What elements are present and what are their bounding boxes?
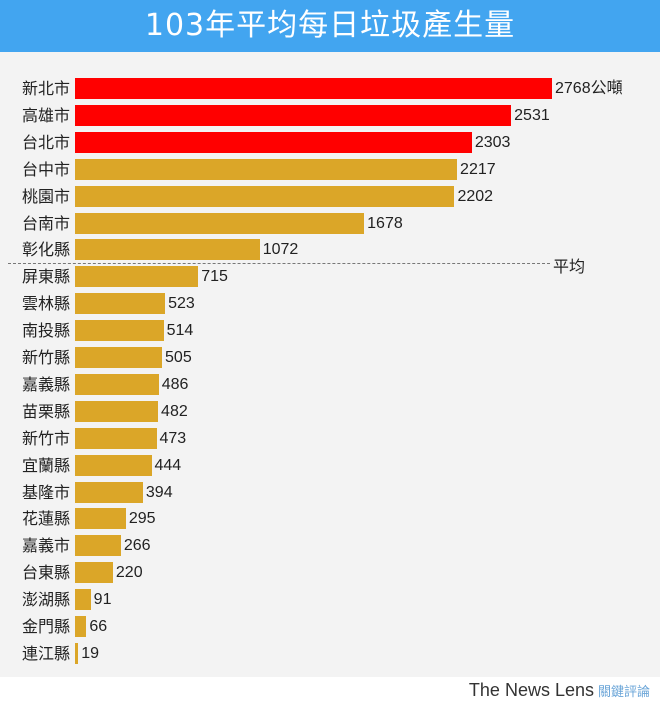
bar-row: 台北市 2303 xyxy=(0,131,660,153)
bar xyxy=(75,535,121,557)
bar xyxy=(75,212,365,234)
bar xyxy=(75,266,199,288)
chart-title: 103年平均每日垃圾產生量 xyxy=(0,0,660,52)
value-label: 394 xyxy=(145,483,173,501)
bar-row: 新竹縣 505 xyxy=(0,347,660,368)
bar xyxy=(75,293,166,315)
category-label: 連江縣 xyxy=(21,643,70,663)
bar-row: 花蓮縣 295 xyxy=(0,508,660,530)
value-label: 482 xyxy=(161,402,188,420)
bar-row: 苗栗縣 482 xyxy=(0,400,660,422)
category-label: 基隆市 xyxy=(21,482,70,502)
bar xyxy=(75,347,163,368)
value-label: 2303 xyxy=(474,133,511,151)
category-label: 台中市 xyxy=(21,159,70,179)
value-label: 514 xyxy=(166,322,194,340)
bar-row: 基隆市 394 xyxy=(0,481,660,503)
category-label: 新竹市 xyxy=(21,428,70,448)
value-label: 1678 xyxy=(367,214,403,232)
bar xyxy=(75,131,472,153)
bar-row: 宜蘭縣 444 xyxy=(0,454,660,476)
bar xyxy=(75,104,512,126)
value-label: 473 xyxy=(159,429,187,447)
bar xyxy=(75,562,113,584)
bar xyxy=(75,373,159,395)
value-label: 91 xyxy=(93,591,112,609)
bar-row: 南投縣 514 xyxy=(0,320,660,342)
bar-row: 桃園市 2202 xyxy=(0,185,660,207)
bar xyxy=(75,508,126,530)
bar-row: 嘉義市 266 xyxy=(0,535,660,557)
category-label: 南投縣 xyxy=(21,321,70,341)
bar-row: 台南市 1678 xyxy=(0,212,660,234)
bar-row: 嘉義縣 486 xyxy=(0,373,660,395)
value-label: 66 xyxy=(89,618,108,635)
bar xyxy=(75,481,143,503)
category-label: 桃園市 xyxy=(21,186,70,206)
bar xyxy=(75,320,164,342)
category-label: 屏東縣 xyxy=(21,267,70,287)
bar-row: 金門縣 66 xyxy=(0,616,660,637)
category-label: 高雄市 xyxy=(21,105,70,125)
category-label: 金門縣 xyxy=(21,617,70,636)
category-label: 宜蘭縣 xyxy=(21,455,70,475)
bar xyxy=(75,454,152,476)
bar-row: 台中市 2217 xyxy=(0,158,660,180)
category-label: 嘉義縣 xyxy=(21,374,70,394)
bar-row: 雲林縣 523 xyxy=(0,293,660,315)
value-label: 523 xyxy=(168,295,195,313)
bar xyxy=(75,427,157,449)
value-label: 444 xyxy=(154,456,182,474)
value-label: 2202 xyxy=(457,187,494,205)
bar xyxy=(75,589,91,611)
bar-row: 澎湖縣 91 xyxy=(0,589,660,611)
average-dashed-line xyxy=(8,263,550,264)
brand-name: The News Lens xyxy=(468,680,594,700)
category-label: 花蓮縣 xyxy=(21,509,70,529)
category-label: 台北市 xyxy=(21,132,70,152)
brand-name-cn: 關鍵評論 xyxy=(597,684,650,699)
category-label: 台東縣 xyxy=(21,563,70,583)
bar-row: 彰化縣 1072 xyxy=(0,239,660,261)
value-label: 486 xyxy=(161,375,189,393)
category-label: 台南市 xyxy=(21,213,70,233)
bar xyxy=(75,78,552,99)
category-label: 澎湖縣 xyxy=(21,590,70,610)
bar-row: 屏東縣 715 xyxy=(0,266,660,288)
bar-row: 台東縣 220 xyxy=(0,562,660,584)
value-label: 266 xyxy=(123,537,151,555)
category-label: 苗栗縣 xyxy=(21,401,70,421)
value-label: 220 xyxy=(115,564,143,582)
bar-row: 高雄市 2531 xyxy=(0,104,660,126)
value-label: 19 xyxy=(81,644,100,662)
bar xyxy=(75,239,260,261)
average-label: 平均 xyxy=(553,257,586,276)
bar xyxy=(75,400,159,422)
footer-brand: The News Lens 關鍵評論 xyxy=(469,680,650,701)
category-label: 彰化縣 xyxy=(21,240,70,260)
category-label: 嘉義市 xyxy=(21,536,70,556)
value-label: 715 xyxy=(201,268,228,286)
category-label: 雲林縣 xyxy=(21,294,70,314)
value-label: 2531 xyxy=(514,106,550,124)
value-label: 1072 xyxy=(262,241,299,259)
category-label: 新北市 xyxy=(21,79,70,98)
value-label: 295 xyxy=(128,510,156,528)
value-label: 505 xyxy=(165,349,192,366)
bar xyxy=(75,616,87,637)
bar xyxy=(75,642,79,664)
bar xyxy=(75,185,455,207)
bar xyxy=(75,158,458,180)
value-label: 2217 xyxy=(460,160,496,178)
bar-row: 新竹市 473 xyxy=(0,427,660,449)
category-label: 新竹縣 xyxy=(21,348,70,367)
bar-row: 新北市 2768公噸 xyxy=(0,78,660,99)
bar-row: 連江縣 19 xyxy=(0,642,660,664)
value-label: 2768公噸 xyxy=(555,80,623,97)
